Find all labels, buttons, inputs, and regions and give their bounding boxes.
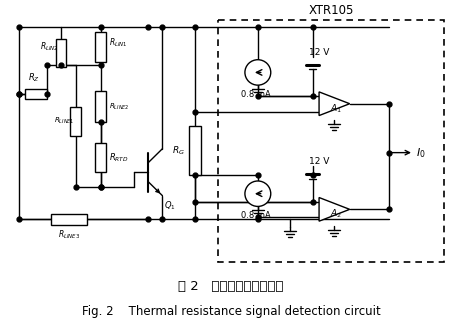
Text: $R_{LIN2}$: $R_{LIN2}$ [40, 41, 59, 53]
Bar [55, 39, 67, 67]
Text: $R_{LINE2}$: $R_{LINE2}$ [109, 102, 129, 112]
Text: $R_{LIN1}$: $R_{LIN1}$ [109, 37, 128, 49]
Polygon shape [319, 197, 350, 221]
Bar [95, 143, 106, 172]
Text: 0.8 mA: 0.8 mA [241, 90, 271, 99]
Text: 12 V: 12 V [309, 48, 330, 57]
Text: $Q_1$: $Q_1$ [164, 199, 176, 212]
Bar [95, 91, 106, 122]
Circle shape [245, 60, 271, 85]
Text: $A_1$: $A_1$ [330, 102, 342, 115]
Text: $R_{LINE1}$: $R_{LINE1}$ [54, 116, 74, 127]
Text: 图 2   热电阻信号检测电路: 图 2 热电阻信号检测电路 [178, 280, 284, 293]
Bar [95, 32, 106, 62]
Bar [25, 89, 47, 99]
Bar [71, 107, 81, 136]
Bar [189, 126, 201, 175]
Text: XTR105: XTR105 [308, 4, 353, 17]
Bar [51, 214, 87, 224]
Text: Fig. 2    Thermal resistance signal detection circuit: Fig. 2 Thermal resistance signal detecti… [82, 305, 380, 318]
Circle shape [245, 181, 271, 206]
Text: 12 V: 12 V [309, 157, 330, 166]
Text: $R_{RTD}$: $R_{RTD}$ [109, 151, 128, 164]
Polygon shape [319, 92, 350, 116]
Text: $R_Z$: $R_Z$ [28, 72, 40, 84]
Text: $R_{LINE3}$: $R_{LINE3}$ [58, 229, 80, 241]
Text: $R_G$: $R_G$ [172, 145, 185, 157]
Text: $A_2$: $A_2$ [330, 208, 342, 220]
Text: $I_0$: $I_0$ [416, 146, 426, 160]
Text: 0.8 mA: 0.8 mA [241, 211, 271, 220]
